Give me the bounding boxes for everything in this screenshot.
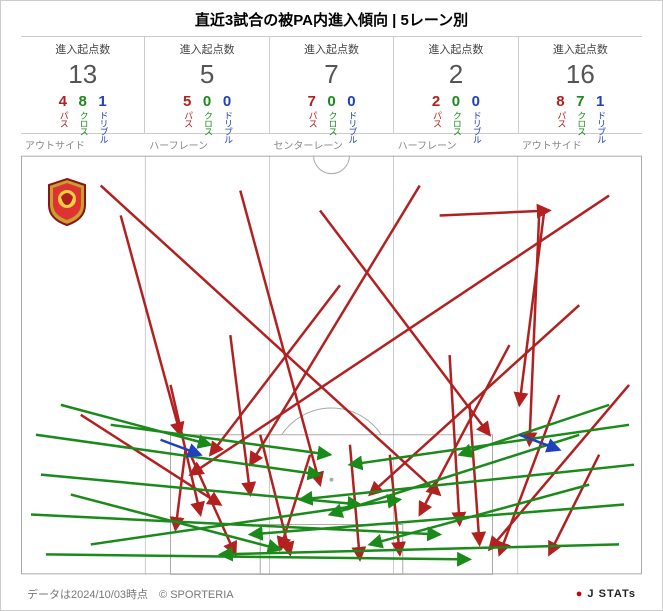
lane-head: 進入起点数	[519, 41, 642, 57]
lane-head: 進入起点数	[270, 41, 393, 57]
chart-title: 直近3試合の被PA内進入傾向 | 5レーン別	[1, 1, 662, 36]
pitch-svg	[21, 155, 642, 575]
lane-head: 進入起点数	[145, 41, 268, 57]
footer: データは2024/10/03時点 © SPORTERIA ● J STATs	[1, 586, 662, 602]
lane-stats-row: 進入起点数134パス8クロス1ドリブル進入起点数55パス0クロス0ドリブル進入起…	[21, 36, 642, 134]
lane-names-row: アウトサイドハーフレーンセンターレーンハーフレーンアウトサイド	[21, 134, 642, 155]
lane-total: 5	[145, 57, 268, 94]
lane-stat-3: 進入起点数22パス0クロス0ドリブル	[394, 37, 518, 133]
lane-stat-2: 進入起点数77パス0クロス0ドリブル	[270, 37, 394, 133]
lane-head: 進入起点数	[394, 41, 517, 57]
lane-total: 13	[21, 57, 144, 94]
lane-name-4: アウトサイド	[518, 134, 642, 155]
lane-head: 進入起点数	[21, 41, 144, 57]
lane-stat-1: 進入起点数55パス0クロス0ドリブル	[145, 37, 269, 133]
lane-name-1: ハーフレーン	[145, 134, 269, 155]
lane-total: 7	[270, 57, 393, 94]
lane-name-2: センターレーン	[269, 134, 393, 155]
pitch-area	[21, 155, 642, 575]
lane-total: 2	[394, 57, 517, 94]
chart-container: 直近3試合の被PA内進入傾向 | 5レーン別 進入起点数134パス8クロス1ドリ…	[0, 0, 663, 611]
team-crest-icon	[45, 177, 89, 227]
jstats-dot-icon: ●	[576, 588, 584, 600]
lane-stat-0: 進入起点数134パス8クロス1ドリブル	[21, 37, 145, 133]
lane-stat-4: 進入起点数168パス7クロス1ドリブル	[519, 37, 642, 133]
lane-name-3: ハーフレーン	[394, 134, 518, 155]
lane-name-0: アウトサイド	[21, 134, 145, 155]
footer-credit: データは2024/10/03時点 © SPORTERIA	[27, 586, 234, 602]
jstats-logo: ● J STATs	[576, 588, 636, 600]
lane-total: 16	[519, 57, 642, 94]
